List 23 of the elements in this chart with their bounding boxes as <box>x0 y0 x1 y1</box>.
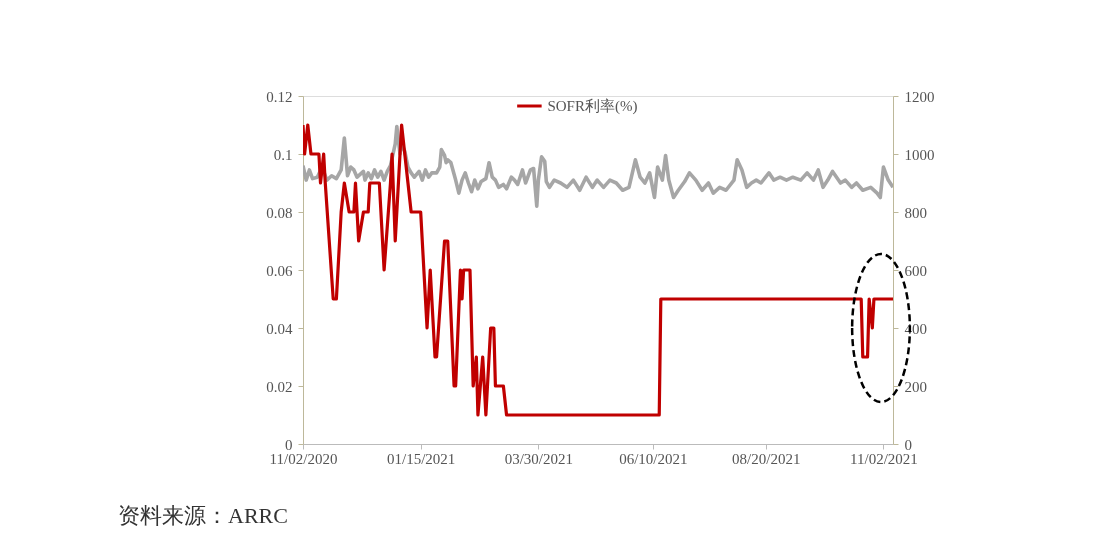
y2-tick-label: 200 <box>904 378 927 395</box>
y-tick-label: 0.02 <box>266 378 293 395</box>
y2-tick-label: 600 <box>904 262 927 279</box>
x-tick-label: 11/02/2021 <box>850 450 918 467</box>
x-tick-label: 01/15/2021 <box>387 450 456 467</box>
y2-tick-label: 1200 <box>904 88 935 105</box>
x-tick-label: 06/10/2021 <box>619 450 688 467</box>
x-tick-label: 08/20/2021 <box>732 450 801 467</box>
y2-tick-label: 0 <box>904 436 912 453</box>
line-series <box>303 123 893 417</box>
y-tick-label: 0.04 <box>266 320 293 337</box>
y-tick-label: 0.12 <box>266 88 293 105</box>
y-tick-label: 0 <box>285 436 293 453</box>
y2-tick-label: 800 <box>904 204 927 221</box>
x-tick-label: 11/02/2020 <box>269 450 338 467</box>
y-tick-label: 0.1 <box>273 146 293 163</box>
y-tick-label: 0.06 <box>266 262 293 279</box>
y-tick-label: 0.08 <box>266 204 293 221</box>
x-tick-label: 03/30/2021 <box>504 450 574 467</box>
legend-label: SOFR利率(%) <box>547 98 638 115</box>
line-series <box>303 124 893 208</box>
y2-tick-label: 1000 <box>904 146 935 163</box>
text: 资料来源：ARRC <box>118 503 288 528</box>
